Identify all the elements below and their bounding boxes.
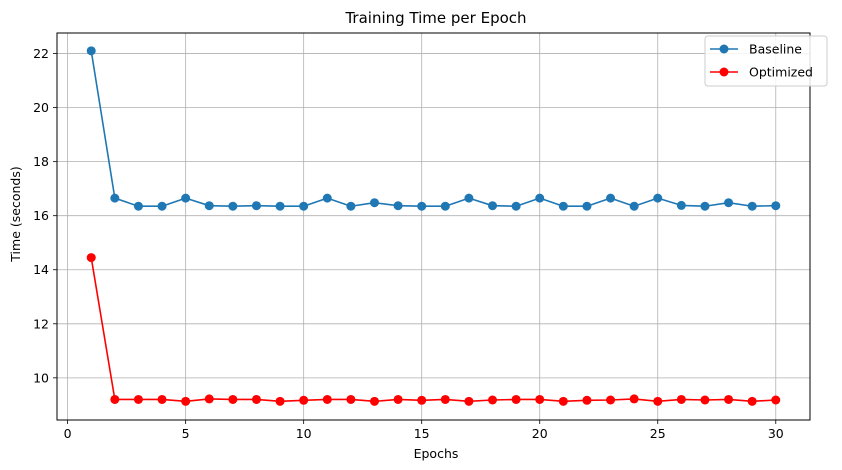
data-point-baseline bbox=[275, 201, 285, 211]
legend-baseline-label: Baseline bbox=[749, 42, 802, 57]
y-tick-label: 22 bbox=[33, 46, 49, 61]
data-point-optimized bbox=[110, 394, 120, 404]
data-point-baseline bbox=[110, 193, 120, 203]
data-point-optimized bbox=[86, 253, 96, 263]
x-tick-label: 5 bbox=[182, 426, 190, 441]
data-point-optimized bbox=[700, 395, 710, 405]
x-tick-label: 0 bbox=[64, 426, 72, 441]
y-tick-label: 18 bbox=[33, 154, 49, 169]
data-point-optimized bbox=[511, 394, 521, 404]
data-point-baseline bbox=[133, 201, 143, 211]
y-tick-label: 16 bbox=[33, 208, 49, 223]
x-axis-ticks: 0 5 10 15 20 25 30 bbox=[64, 420, 784, 441]
series-layer bbox=[86, 46, 781, 406]
data-point-baseline bbox=[86, 46, 96, 56]
data-point-baseline bbox=[464, 193, 474, 203]
data-point-optimized bbox=[322, 394, 332, 404]
x-tick-label: 30 bbox=[768, 426, 784, 441]
data-point-optimized bbox=[464, 396, 474, 406]
plot-frame bbox=[56, 32, 811, 421]
data-point-optimized bbox=[676, 394, 686, 404]
data-point-optimized bbox=[629, 394, 639, 404]
x-axis-title: Epochs bbox=[414, 446, 459, 461]
data-point-baseline bbox=[440, 201, 450, 211]
data-point-baseline bbox=[322, 193, 332, 203]
data-point-optimized bbox=[393, 394, 403, 404]
data-point-optimized bbox=[251, 394, 261, 404]
data-point-baseline bbox=[346, 201, 356, 211]
y-axis-title: Time (seconds) bbox=[8, 166, 23, 262]
data-point-optimized bbox=[157, 394, 167, 404]
data-point-optimized bbox=[488, 395, 498, 405]
data-point-baseline bbox=[582, 201, 592, 211]
data-point-baseline bbox=[181, 193, 191, 203]
data-point-optimized bbox=[653, 396, 663, 406]
data-point-baseline bbox=[204, 201, 214, 211]
data-point-optimized bbox=[228, 394, 238, 404]
legend-optimized-marker bbox=[719, 67, 729, 77]
x-tick-label: 10 bbox=[296, 426, 312, 441]
data-point-baseline bbox=[676, 200, 686, 210]
legend-baseline-marker bbox=[719, 44, 729, 54]
data-point-baseline bbox=[228, 201, 238, 211]
data-point-baseline bbox=[747, 201, 757, 211]
x-tick-label: 15 bbox=[414, 426, 430, 441]
data-point-optimized bbox=[535, 394, 545, 404]
grid-lines bbox=[57, 33, 810, 420]
data-point-optimized bbox=[771, 395, 781, 405]
data-point-baseline bbox=[157, 201, 167, 211]
x-tick-label: 20 bbox=[532, 426, 548, 441]
y-tick-label: 12 bbox=[33, 316, 49, 331]
y-tick-label: 20 bbox=[33, 100, 49, 115]
data-point-optimized bbox=[346, 394, 356, 404]
data-point-optimized bbox=[133, 394, 143, 404]
data-point-baseline bbox=[700, 201, 710, 211]
data-point-optimized bbox=[299, 395, 309, 405]
data-point-baseline bbox=[653, 193, 663, 203]
series-baseline bbox=[86, 46, 781, 211]
data-point-baseline bbox=[629, 201, 639, 211]
data-point-optimized bbox=[369, 396, 379, 406]
data-point-baseline bbox=[724, 198, 734, 208]
data-point-optimized bbox=[747, 396, 757, 406]
data-point-optimized bbox=[440, 394, 450, 404]
data-point-optimized bbox=[417, 395, 427, 405]
series-optimized bbox=[86, 253, 781, 406]
data-point-baseline bbox=[771, 201, 781, 211]
y-tick-label: 14 bbox=[33, 262, 49, 277]
data-point-optimized bbox=[582, 395, 592, 405]
chart-title: Training Time per Epoch bbox=[344, 9, 526, 27]
data-point-baseline bbox=[417, 201, 427, 211]
data-point-baseline bbox=[369, 198, 379, 208]
data-point-baseline bbox=[393, 201, 403, 211]
data-point-baseline bbox=[535, 193, 545, 203]
data-point-baseline bbox=[606, 193, 616, 203]
y-tick-label: 10 bbox=[33, 370, 49, 385]
legend-optimized-label: Optimized bbox=[749, 65, 813, 80]
data-point-optimized bbox=[724, 394, 734, 404]
data-point-optimized bbox=[204, 394, 214, 404]
y-axis-ticks: 10 12 14 16 18 20 22 bbox=[33, 46, 57, 385]
data-point-optimized bbox=[558, 396, 568, 406]
data-point-baseline bbox=[558, 201, 568, 211]
x-tick-label: 25 bbox=[650, 426, 666, 441]
data-point-optimized bbox=[606, 395, 616, 405]
legend: Baseline Optimized bbox=[704, 35, 828, 87]
data-point-optimized bbox=[275, 396, 285, 406]
data-point-optimized bbox=[181, 396, 191, 406]
data-point-baseline bbox=[251, 201, 261, 211]
data-point-baseline bbox=[488, 201, 498, 211]
data-point-baseline bbox=[511, 201, 521, 211]
data-point-baseline bbox=[299, 201, 309, 211]
